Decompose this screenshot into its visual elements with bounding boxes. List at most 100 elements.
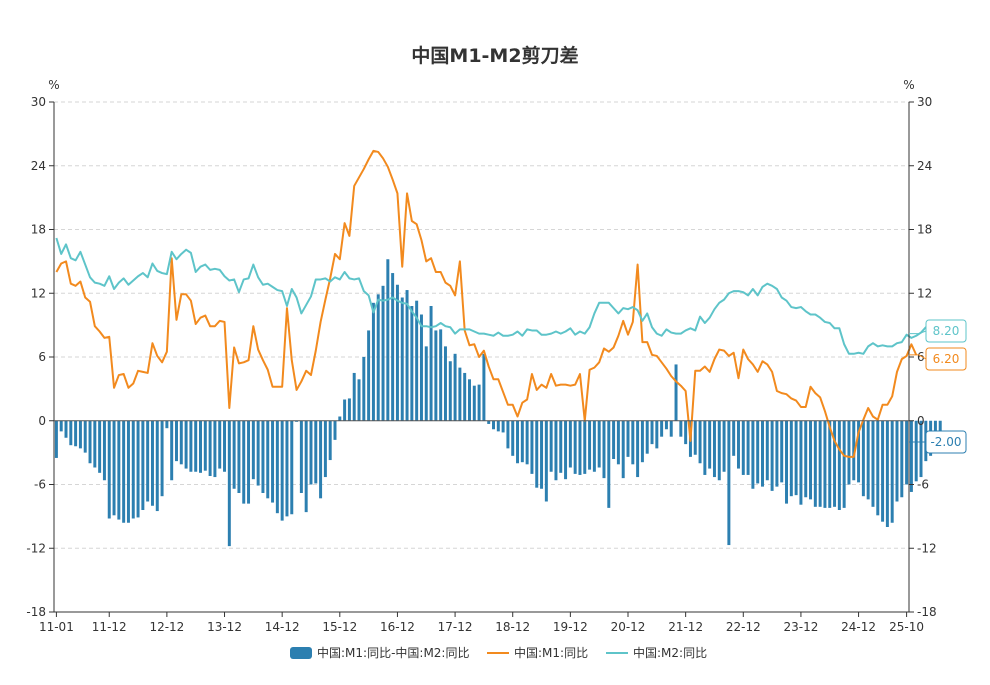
spread-bar (708, 420, 712, 469)
spread-bar (261, 420, 265, 493)
spread-bar (170, 420, 174, 481)
chart-title: 中国M1-M2剪刀差 (411, 44, 578, 67)
spread-bar (852, 420, 856, 481)
spread-bar (429, 306, 433, 421)
spread-bar (871, 420, 875, 507)
spread-bar (391, 273, 395, 421)
spread-bar (203, 420, 207, 471)
spread-bar (74, 420, 78, 447)
spread-bar (804, 420, 808, 498)
spread-bar (540, 420, 544, 489)
spread-bar (64, 420, 68, 438)
x-tick-labels: 11-01 11-12 12-12 13-12 14-12 15-12 16-12 17-12… (39, 620, 924, 634)
spread-bar (828, 420, 832, 508)
spread-bar (136, 420, 140, 518)
spread-bar (141, 420, 145, 510)
left-tick-label: 18 (31, 223, 46, 237)
spread-bar (640, 420, 644, 463)
spread-bar (756, 420, 760, 484)
m2-yoy-line (55, 237, 941, 355)
spread-bar (251, 420, 255, 480)
spread-bar (905, 420, 909, 485)
spread-bar (146, 420, 150, 502)
spread-bar (578, 420, 582, 475)
spread-bar (367, 330, 371, 421)
spread-bar (645, 420, 649, 454)
x-tick-label: 24-12 (841, 620, 876, 634)
spread-bar (309, 420, 313, 485)
spread-bar (223, 420, 227, 472)
spread-bar (328, 420, 332, 461)
spread-bar (458, 367, 462, 421)
spread-bar (199, 420, 202, 473)
spread-bar (386, 259, 390, 421)
right-tick-label: 6 (917, 350, 925, 364)
axes (49, 101, 914, 617)
spread-bar (890, 420, 894, 523)
spread-bar (530, 420, 534, 474)
spread-bar (275, 420, 279, 514)
spread-bar (208, 420, 212, 476)
spread-bar (410, 306, 414, 421)
spread-bar (554, 420, 558, 481)
spread-bar (703, 420, 707, 475)
spread-bar (876, 420, 880, 516)
spread-bar (126, 420, 130, 523)
x-tick-label: 13-12 (207, 620, 242, 634)
spread-bar (900, 420, 904, 498)
spread-bar (861, 420, 865, 497)
spread-bar (477, 384, 481, 421)
x-tick-label: 23-12 (783, 620, 818, 634)
spread-bar (492, 420, 495, 430)
spread-bar (117, 420, 121, 520)
x-tick-label: 19-12 (553, 620, 588, 634)
spread-bar (568, 420, 572, 468)
spread-bar (463, 372, 467, 421)
spread-bar (727, 420, 731, 546)
spread-bar (549, 420, 553, 472)
spread-bar (866, 420, 870, 500)
legend-label: 中国:M1:同比 (514, 645, 588, 660)
spread-bar (847, 420, 851, 485)
x-tick-label: 11-12 (92, 620, 127, 634)
x-tick-label: 25-10 (889, 620, 924, 634)
spread-bar (669, 420, 673, 437)
spread-bar (319, 420, 323, 499)
spread-bar (698, 420, 702, 464)
left-tick-label: -12 (26, 541, 46, 555)
spread-bar (722, 420, 726, 472)
spread-bar (443, 346, 447, 421)
spread-bar (564, 420, 568, 480)
spread-bar (93, 420, 97, 468)
left-tick-label: 0 (38, 414, 46, 428)
end-label-value: 8.20 (933, 324, 960, 338)
spread-bar (439, 329, 443, 421)
x-tick-label: 20-12 (611, 620, 646, 634)
spread-bar (415, 300, 419, 421)
spread-bar (338, 416, 342, 421)
spread-bar (150, 420, 154, 506)
spread-bar (857, 420, 861, 483)
spread-bar (809, 420, 813, 500)
spread-bar (559, 420, 563, 473)
spread-bar (237, 420, 241, 493)
spread-bar (395, 284, 399, 421)
spread-bar (837, 420, 841, 510)
right-tick-label: 0 (917, 414, 925, 428)
spread-bar (487, 420, 491, 424)
spread-bar (232, 420, 236, 489)
spread-bar (597, 420, 601, 468)
spread-bar (746, 420, 750, 475)
spread-bar (607, 420, 611, 508)
spread-bar (583, 420, 587, 474)
x-tick-label: 17-12 (438, 620, 473, 634)
legend-label: 中国:M2:同比 (633, 645, 707, 660)
right-tick-label: -6 (917, 478, 929, 492)
end-label-box (925, 430, 967, 454)
spread-bar (664, 420, 668, 430)
spread-bar (525, 420, 529, 465)
spread-bar (299, 420, 303, 493)
spread-bar (775, 420, 779, 487)
spread-bar (347, 398, 351, 421)
left-tick-label: 24 (31, 159, 46, 173)
